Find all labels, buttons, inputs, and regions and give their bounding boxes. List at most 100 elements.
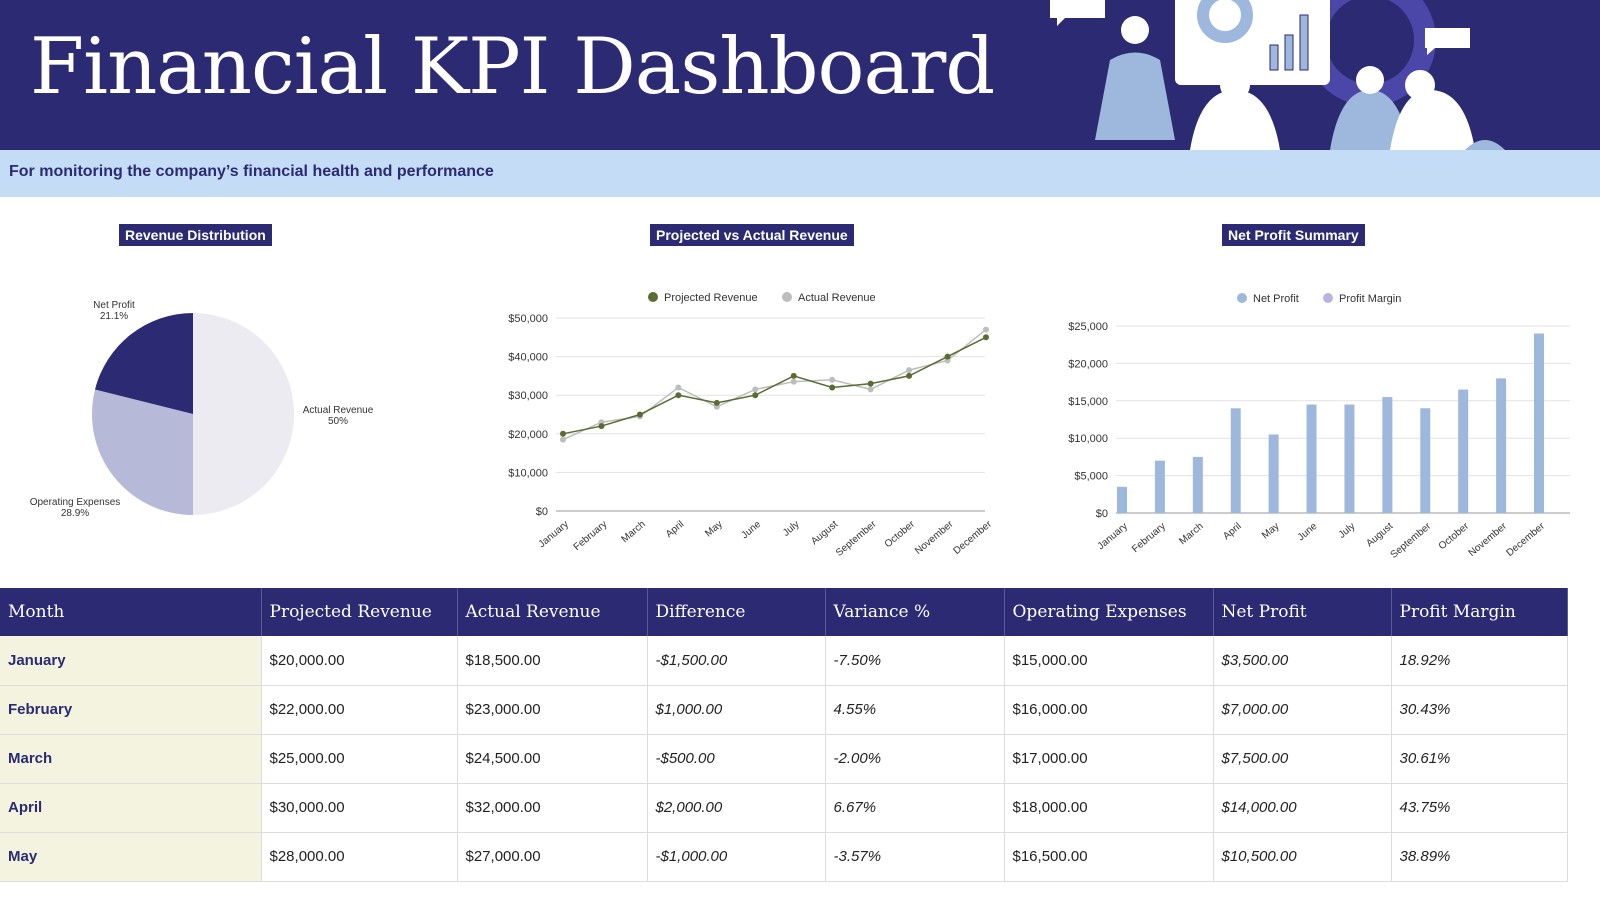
- table-cell: 38.89%: [1391, 832, 1568, 882]
- table-cell: 30.61%: [1391, 734, 1568, 784]
- y-tick-label: $10,000: [508, 467, 548, 479]
- table-cell: $16,500.00: [1004, 832, 1214, 882]
- legend-label: Projected Revenue: [664, 292, 758, 304]
- pie-slice: [91, 389, 193, 515]
- table-cell: $2,000.00: [647, 783, 826, 833]
- pie-chart-title: Revenue Distribution: [119, 224, 272, 246]
- data-point: [790, 378, 797, 385]
- line-chart-title: Projected vs Actual Revenue: [650, 224, 854, 246]
- x-tick-label: January: [1096, 521, 1130, 552]
- table-cell: $15,000.00: [1004, 636, 1214, 686]
- x-tick-label: March: [1177, 521, 1205, 547]
- table-cell: $14,000.00: [1213, 783, 1392, 833]
- legend-marker: [782, 292, 792, 302]
- bar: [1496, 378, 1507, 513]
- x-tick-label: September: [1389, 520, 1434, 560]
- data-point: [560, 436, 566, 443]
- y-tick-label: $15,000: [1068, 396, 1108, 408]
- data-point: [752, 386, 759, 393]
- y-tick-label: $10,000: [1068, 433, 1108, 445]
- series-line: [562, 328, 987, 441]
- table-cell: $3,500.00: [1213, 636, 1392, 686]
- x-tick-label: July: [781, 519, 802, 539]
- x-tick-label: September: [834, 518, 879, 558]
- column-header: Profit Margin: [1391, 588, 1568, 636]
- y-tick-label: $5,000: [1074, 471, 1108, 483]
- table-cell: $24,500.00: [457, 734, 648, 784]
- y-tick-label: $30,000: [508, 390, 548, 402]
- pie-value: 21.1%: [100, 311, 128, 322]
- bar: [1306, 404, 1317, 513]
- y-tick-label: $40,000: [508, 352, 548, 364]
- legend-label: Profit Margin: [1339, 293, 1401, 305]
- pie-label: Net Profit: [93, 300, 135, 311]
- table-cell: $32,000.00: [457, 783, 648, 833]
- bar: [1268, 434, 1279, 513]
- data-point: [675, 392, 682, 399]
- net-profit-bar-chart: $0 $5,000 $10,000 $15,000 $20,000 $25,000 Janu…: [1068, 293, 1570, 561]
- data-point: [867, 380, 874, 387]
- y-tick-label: $20,000: [1068, 358, 1108, 370]
- x-tick-label: June: [740, 519, 764, 542]
- x-tick-label: April: [664, 519, 686, 540]
- table-cell: March: [0, 734, 262, 784]
- legend-marker: [648, 292, 658, 302]
- table-cell: $10,500.00: [1213, 832, 1392, 882]
- legend-label: Actual Revenue: [798, 292, 876, 304]
- bar-chart-title: Net Profit Summary: [1222, 224, 1365, 246]
- x-tick-label: August: [809, 519, 840, 548]
- pie-slice: [193, 313, 294, 515]
- table-cell: $22,000.00: [261, 685, 458, 735]
- column-header: Net Profit: [1213, 588, 1392, 636]
- table-row: January $20,000.00 $18,500.00 -$1,500.00 -7.…: [0, 636, 1568, 686]
- data-point: [598, 423, 605, 430]
- data-point: [636, 411, 643, 418]
- x-tick-label: February: [1130, 521, 1168, 555]
- data-point: [560, 430, 566, 437]
- x-tick-label: May: [703, 519, 725, 540]
- y-tick-label: $25,000: [1068, 321, 1108, 333]
- header-banner: Financial KPI Dashboard: [0, 0, 1600, 150]
- table-cell: -7.50%: [825, 636, 1005, 686]
- table-cell: 4.55%: [825, 685, 1005, 735]
- data-point: [790, 372, 797, 379]
- bar: [1344, 404, 1355, 513]
- page-title: Financial KPI Dashboard: [30, 22, 995, 112]
- x-tick-label: November: [1467, 520, 1510, 559]
- table-cell: January: [0, 636, 262, 686]
- x-tick-label: May: [1260, 521, 1282, 542]
- table-cell: $16,000.00: [1004, 685, 1214, 735]
- data-point: [983, 334, 989, 341]
- table-cell: February: [0, 685, 262, 735]
- x-tick-label: January: [537, 519, 571, 550]
- table-cell: -3.57%: [825, 832, 1005, 882]
- data-point: [829, 384, 836, 391]
- data-point: [829, 376, 836, 383]
- table-cell: -2.00%: [825, 734, 1005, 784]
- data-point: [867, 386, 874, 393]
- bar: [1117, 486, 1127, 513]
- y-tick-label: $20,000: [508, 429, 548, 441]
- bar: [1534, 333, 1544, 513]
- table-cell: $20,000.00: [261, 636, 458, 686]
- data-point: [713, 399, 720, 406]
- table-cell: -$1,500.00: [647, 636, 826, 686]
- column-header: Actual Revenue: [457, 588, 648, 636]
- table-cell: April: [0, 783, 262, 833]
- pie-label: Operating Expenses: [30, 497, 121, 508]
- data-point: [675, 384, 682, 391]
- x-tick-label: April: [1221, 521, 1243, 542]
- x-tick-label: March: [619, 519, 647, 545]
- data-point: [983, 326, 989, 333]
- table-cell: 6.67%: [825, 783, 1005, 833]
- table-cell: $27,000.00: [457, 832, 648, 882]
- table-cell: 30.43%: [1391, 685, 1568, 735]
- series-line: [562, 336, 987, 435]
- pie-slice: [95, 313, 193, 414]
- pie-value: 28.9%: [61, 508, 89, 519]
- x-tick-label: December: [1505, 520, 1548, 559]
- table-cell: $7,000.00: [1213, 685, 1392, 735]
- y-tick-label: $0: [1096, 508, 1108, 520]
- data-point: [752, 392, 759, 399]
- legend-marker: [1237, 293, 1247, 303]
